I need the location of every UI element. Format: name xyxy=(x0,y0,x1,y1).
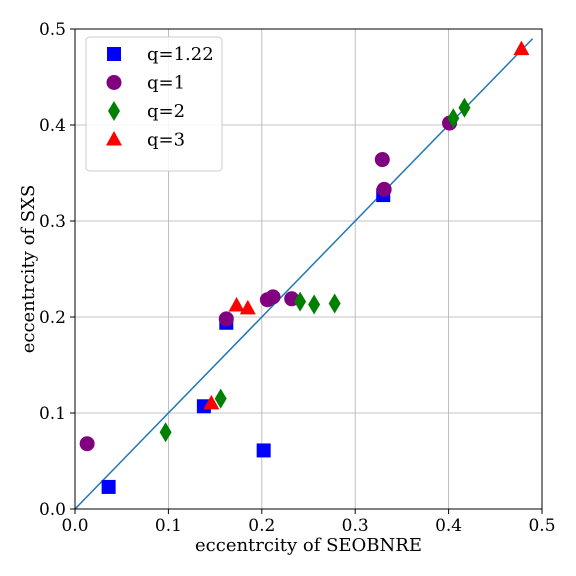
legend-label: q=3 xyxy=(147,130,185,151)
y-tick-label: 0.3 xyxy=(39,212,66,232)
legend-diamond-icon xyxy=(108,101,120,121)
legend: q=1.22 q=1 q=2 q=3 xyxy=(85,36,223,172)
x-tick-label: 0.1 xyxy=(155,516,182,536)
diamond-point xyxy=(214,388,227,409)
diamond-point xyxy=(159,422,172,443)
legend-entry: q=1.22 xyxy=(107,44,214,65)
legend-triangle-icon xyxy=(106,131,122,146)
x-tick-label: 0.4 xyxy=(435,516,462,536)
data-points xyxy=(79,40,530,494)
legend-label: q=2 xyxy=(147,101,185,122)
legend-box xyxy=(85,36,223,172)
circle-point xyxy=(376,181,392,197)
diamond-point xyxy=(294,291,307,312)
triangle-point xyxy=(513,40,530,56)
series-q=1 xyxy=(79,115,458,452)
x-tick-label: 0.5 xyxy=(528,516,555,536)
y-tick-label: 0.2 xyxy=(39,308,66,328)
y-axis-label: eccentrcity of SXS xyxy=(18,185,39,354)
plot-area-frame xyxy=(74,28,543,510)
legend-entry: q=1 xyxy=(106,73,185,94)
y-tick-label: 0.0 xyxy=(39,500,66,520)
y-tick-label: 0.1 xyxy=(39,404,66,424)
series-q=1.22 xyxy=(101,188,391,494)
legend-label: q=1 xyxy=(147,73,185,94)
triangle-point xyxy=(203,394,220,410)
diamond-point xyxy=(447,108,460,129)
square-point xyxy=(101,479,116,494)
circle-point xyxy=(374,152,390,168)
circle-point xyxy=(265,289,281,305)
triangle-point xyxy=(239,299,256,315)
y-tick-label: 0.4 xyxy=(39,116,66,136)
legend-entry: q=3 xyxy=(106,130,185,151)
series-q=3 xyxy=(203,40,530,410)
y-tick-label: 0.5 xyxy=(39,20,66,40)
axis-ticks: 0.0 0.1 0.2 0.3 0.4 0.5 0.0 0.1 0.2 0.3 0.4 0.5 xyxy=(39,20,556,536)
legend-entries: q=1.22 q=1 q=2 q=3 xyxy=(106,44,214,151)
legend-circle-icon xyxy=(106,75,122,90)
x-tick-label: 0.3 xyxy=(342,516,369,536)
diamond-point xyxy=(308,294,321,315)
triangle-point xyxy=(228,296,245,312)
legend-label: q=1.22 xyxy=(147,44,214,65)
circle-point xyxy=(218,311,234,327)
diamond-point xyxy=(328,293,341,314)
x-tick-label: 0.2 xyxy=(248,516,275,536)
series-q=2 xyxy=(159,97,471,443)
diamond-point xyxy=(458,97,471,118)
legend-entry: q=2 xyxy=(108,101,185,122)
legend-square-icon xyxy=(107,47,121,61)
x-axis-label: eccentrcity of SEOBNRE xyxy=(195,535,422,556)
square-point xyxy=(256,443,271,458)
circle-point xyxy=(79,436,95,452)
x-tick-label: 0.0 xyxy=(61,516,88,536)
